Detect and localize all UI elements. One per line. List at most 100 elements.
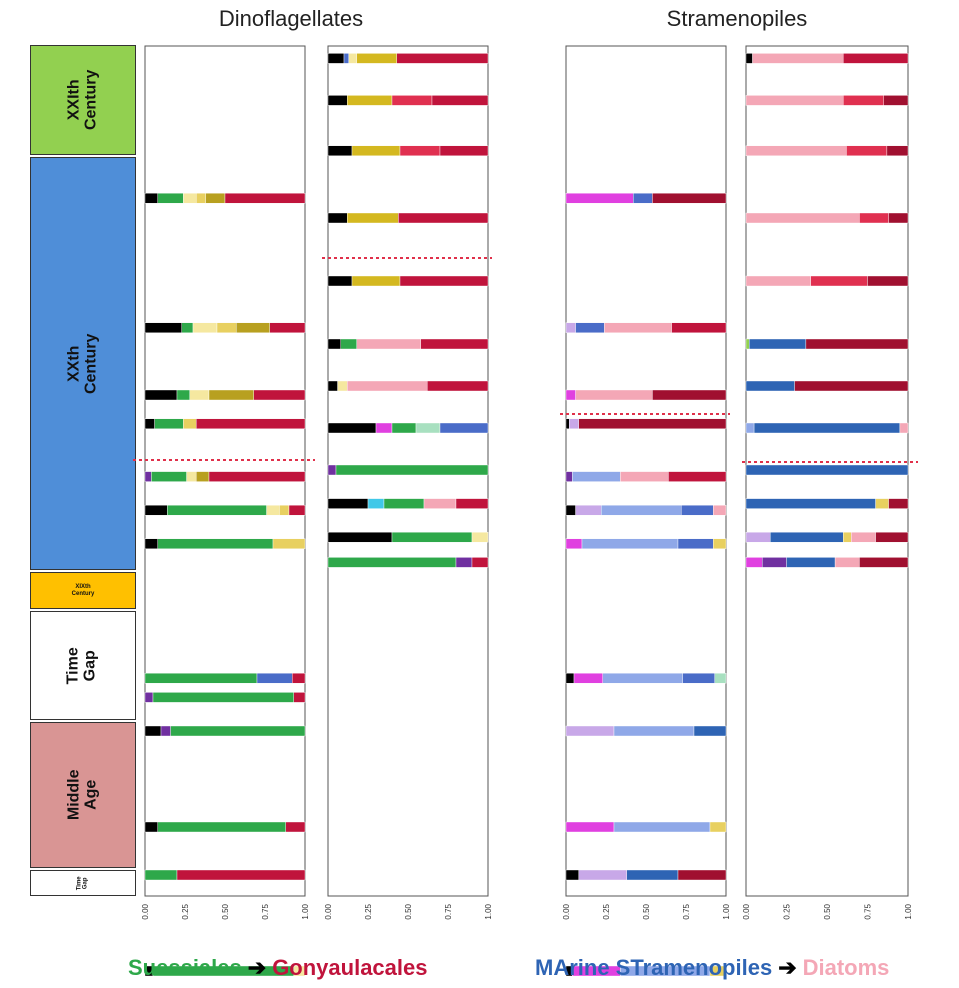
tick-label-p2-4: 1.00 <box>484 903 493 919</box>
tick-label-p1-2: 0.50 <box>221 903 230 919</box>
bar-segment-p2-r3-s2 <box>351 145 401 157</box>
bar-segment-p3-r1-s3 <box>652 192 727 204</box>
bar-segment-p1-r6-s1 <box>144 505 168 516</box>
bar-segment-p2-r4-s2 <box>347 212 399 224</box>
bar-segment-p3-r2-s3 <box>604 322 672 333</box>
bar-segment-p2-r8-s1 <box>327 422 377 434</box>
bar-segment-p3-r6-s1 <box>565 505 576 516</box>
tick-label-p3-4: 1.00 <box>722 903 731 919</box>
bar-segment-p3-r7-s3 <box>677 538 714 549</box>
bar-segment-p1-r1-s4 <box>195 192 206 204</box>
bar-segment-p1-r4-s2 <box>154 418 184 429</box>
bar-segment-p2-r8-s2 <box>375 422 393 434</box>
tick-label-p4-3: 0.75 <box>864 903 873 919</box>
bar-segment-p1-r5-s1 <box>144 471 152 482</box>
bar-segment-p2-r12-s3 <box>471 557 489 568</box>
bar-segment-p1-r2-s1 <box>144 322 182 333</box>
tick-label-p1-1: 0.25 <box>181 903 190 919</box>
bar-segment-p1-r2-s3 <box>192 322 218 333</box>
bar-segment-p1-r6-s5 <box>288 505 306 516</box>
bar-segment-p2-r12-s2 <box>455 557 473 568</box>
legend-mast: MArine STramenopiles <box>535 955 773 980</box>
bar-segment-p2-r6-s1 <box>327 338 342 350</box>
bar-segment-p3-r12-s4 <box>709 965 727 977</box>
bar-segment-p3-r8-s2 <box>573 673 603 684</box>
tick-label-p2-3: 0.75 <box>444 903 453 919</box>
bar-segment-p1-r8-s3 <box>292 673 306 684</box>
bar-segment-p3-r9-s1 <box>565 725 615 737</box>
bar-segment-p2-r1-s3 <box>348 53 357 64</box>
bar-segment-p4-r8-s1 <box>745 422 755 434</box>
legend-gonyaulacales: Gonyaulacales <box>272 955 428 980</box>
bar-segment-p3-r2-s1 <box>565 322 576 333</box>
bar-segment-p4-r8-s3 <box>899 422 909 434</box>
bar-segment-p1-r1-s6 <box>224 192 306 204</box>
bar-segment-p1-r6-s3 <box>266 505 280 516</box>
bar-segment-p4-r5-s1 <box>745 275 812 287</box>
bar-segment-p1-r4-s1 <box>144 418 155 429</box>
bar-segment-p1-r11-s2 <box>157 821 287 833</box>
bar-segment-p4-r11-s2 <box>770 532 844 543</box>
bar-segment-p3-r5-s3 <box>620 471 669 482</box>
tick-label-p4-4: 1.00 <box>904 903 913 919</box>
bar-segment-p3-r7-s1 <box>565 538 583 549</box>
bar-segment-p3-r11-s3 <box>626 869 679 881</box>
bar-segment-p3-r5-s1 <box>565 471 573 482</box>
bar-segment-p1-r8-s1 <box>144 673 258 684</box>
bar-segment-p1-r5-s3 <box>186 471 197 482</box>
bar-segment-p1-r4-s4 <box>195 418 306 429</box>
bar-segment-p2-r3-s3 <box>399 145 441 157</box>
bar-segment-p2-r1-s1 <box>327 53 345 64</box>
bar-segment-p4-r6-s3 <box>805 338 909 350</box>
bar-segment-p1-r9-s1 <box>144 692 154 703</box>
bar-segment-p2-r2-s2 <box>347 95 393 106</box>
bar-segment-p2-r8-s4 <box>415 422 441 434</box>
bar-segment-p1-r3-s4 <box>208 389 254 401</box>
bar-segment-p2-r6-s3 <box>356 338 421 350</box>
tick-label-p1-3: 0.75 <box>261 903 270 919</box>
tick-label-p4-1: 0.25 <box>783 903 792 919</box>
tick-label-p1-4: 1.00 <box>301 903 310 919</box>
bar-segment-p4-r9-s1 <box>745 464 909 476</box>
bar-segment-p1-r1-s3 <box>183 192 197 204</box>
bar-segment-p2-r8-s5 <box>439 422 489 434</box>
bar-segment-p1-r4-s3 <box>183 418 197 429</box>
bar-segment-p1-r11-s3 <box>285 821 306 833</box>
bar-segment-p4-r7-s1 <box>745 380 795 392</box>
title-stramenopiles: Stramenopiles <box>666 6 808 31</box>
bar-segment-p4-r2-s2 <box>843 95 884 106</box>
bar-segment-p1-r5-s4 <box>195 471 210 482</box>
bar-segment-p2-r11-s3 <box>471 532 489 543</box>
bar-segment-p4-r2-s1 <box>745 95 844 106</box>
bar-segment-p4-r12-s2 <box>762 557 787 568</box>
bar-segment-p1-r2-s5 <box>235 322 270 333</box>
bar-segment-p1-r12-s2 <box>176 869 306 881</box>
bar-segment-p3-r1-s2 <box>633 192 653 204</box>
bar-segment-p3-r7-s4 <box>713 538 727 549</box>
bar-segment-p2-r6-s2 <box>340 338 357 350</box>
bar-segment-p4-r12-s5 <box>859 557 909 568</box>
bar-segment-p1-r13-s3 <box>293 965 306 977</box>
bar-segment-p4-r4-s3 <box>888 212 909 224</box>
bar-segment-p2-r10-s5 <box>455 498 489 509</box>
bar-segment-p1-r10-s3 <box>170 725 306 737</box>
bar-segment-p2-r9-s2 <box>335 464 489 476</box>
bar-segment-p4-r10-s3 <box>888 498 909 509</box>
legend-diatoms: Diatoms <box>802 955 890 980</box>
bar-segment-p1-r1-s2 <box>157 192 184 204</box>
title-dinoflagellates: Dinoflagellates <box>218 6 364 31</box>
bar-segment-p3-r1-s1 <box>565 192 634 204</box>
bar-segment-p3-r3-s3 <box>652 389 727 401</box>
bar-segment-p4-r11-s5 <box>875 532 909 543</box>
bar-segment-p2-r9-s1 <box>327 464 337 476</box>
bar-segment-p4-r7-s2 <box>794 380 909 392</box>
bar-segment-p2-r7-s2 <box>337 380 348 392</box>
bar-segment-p3-r8-s3 <box>602 673 683 684</box>
tick-label-p2-0: 0.00 <box>324 903 333 919</box>
bar-segment-p4-r12-s1 <box>745 557 763 568</box>
legend-arrow-right: ➔ <box>778 955 797 980</box>
bar-segment-p1-r6-s2 <box>167 505 267 516</box>
bar-segment-p4-r1-s1 <box>745 53 753 64</box>
bar-segment-p2-r10-s3 <box>383 498 425 509</box>
